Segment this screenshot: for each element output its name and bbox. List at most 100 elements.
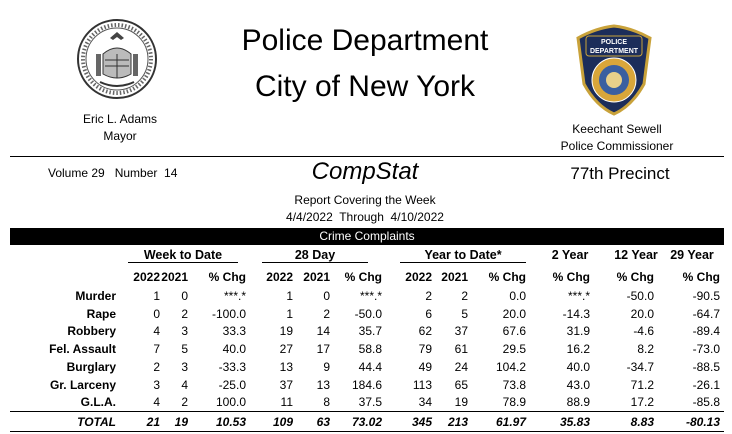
report-covering: Report Covering the Week [294, 193, 436, 207]
mayor-title: Mayor [103, 129, 137, 143]
column-header: % Chg [344, 270, 382, 284]
column-header: 2022 [266, 270, 293, 284]
svg-text:DEPARTMENT: DEPARTMENT [590, 48, 639, 55]
bottom-divider [10, 431, 724, 432]
report-date-range: 4/4/2022 Through 4/10/2022 [286, 210, 444, 224]
table-cell: 8 [323, 395, 330, 410]
table-cell: 33.3 [222, 324, 246, 339]
table-cell: 2 [323, 306, 330, 321]
table-cell: -64.7 [692, 306, 720, 321]
table-cell: 0.0 [509, 289, 526, 303]
table-cell: 37.5 [358, 395, 382, 410]
group-year-to-date: Year to Date* [400, 248, 526, 263]
table-cell: -80.13 [685, 415, 720, 429]
table-cell: 37 [279, 377, 293, 392]
group-12-year: 12 Year [614, 248, 658, 262]
table-cell: 43.0 [566, 377, 590, 392]
table-cell: 104.2 [495, 359, 526, 374]
table-cell: -25.0 [218, 377, 246, 392]
table-cell: 35.83 [559, 415, 590, 429]
table-cell: 24 [454, 359, 468, 374]
table-cell: 11 [280, 395, 293, 410]
header-divider [10, 156, 724, 157]
table-cell: 0 [323, 289, 330, 303]
table-cell: 58.8 [358, 342, 382, 357]
row-label: Murder [75, 289, 116, 303]
table-cell: 213 [447, 415, 468, 429]
column-header: % Chg [616, 270, 654, 284]
table-cell: -14.3 [562, 306, 590, 321]
table-cell: 49 [418, 359, 432, 374]
table-cell: -90.5 [692, 289, 720, 303]
table-cell: -26.1 [692, 377, 720, 392]
precinct-name: 77th Precinct [570, 164, 670, 183]
table-cell: 73.8 [502, 377, 526, 392]
row-label: Fel. Assault [49, 342, 116, 357]
table-cell: 20.0 [630, 306, 654, 321]
table-cell: 61.97 [495, 415, 526, 429]
table-cell: 88.9 [566, 395, 590, 410]
table-cell: 0 [153, 306, 160, 321]
table-row: Burglary 2 3 -33.3 13 9 44.4 49 24 104.2 40.0 -34.7… [10, 358, 724, 376]
table-cell: 2 [181, 306, 188, 321]
table-row: Gr. Larceny 3 4 -25.0 37 13 184.6 113 65 73.8 43.0… [10, 376, 724, 394]
column-header: 2021 [303, 270, 330, 284]
department-title: Police Department [241, 24, 489, 57]
table-cell: 21 [146, 415, 160, 429]
table-cell: 29.5 [502, 342, 526, 357]
table-row: G.L.A. 4 2 100.0 11 8 37.5 34 19 78.9 88.9 17.2 -85.… [10, 393, 724, 411]
row-label: Robbery [67, 324, 116, 339]
table-cell: 78.9 [502, 395, 526, 410]
table-cell: 31.9 [566, 324, 590, 339]
row-label: Gr. Larceny [49, 377, 116, 392]
column-header: 2021 [441, 270, 468, 284]
table-cell: 2 [181, 395, 188, 410]
table-cell: 5 [461, 306, 468, 321]
crime-complaints-banner: Crime Complaints [10, 228, 724, 245]
table-cell: 20.0 [502, 306, 526, 321]
table-cell: 0 [181, 289, 188, 303]
table-cell: 1 [286, 306, 293, 321]
table-cell: 1 [153, 289, 160, 303]
commissioner-name: Keechant Sewell [572, 122, 662, 136]
table-cell: -33.3 [218, 359, 246, 374]
table-row: Murder 1 0 ***.* 1 0 ***.* 2 2 0.0 ***.* -50.0 -90.5 [10, 287, 724, 305]
table-row: Robbery 4 3 33.3 19 14 35.7 62 37 67.6 31.9 -4.6 -89… [10, 322, 724, 340]
row-label: G.L.A. [80, 395, 116, 410]
table-cell: 67.6 [502, 324, 526, 339]
total-row: TOTAL 21 19 10.53 109 63 73.02 345 213 61.97 35.83… [10, 413, 724, 431]
table-cell: 35.7 [358, 324, 382, 339]
table-cell: 37 [454, 324, 468, 339]
column-header: 2022 [133, 270, 160, 284]
table-cell: 2 [425, 289, 432, 303]
table-cell: 4 [181, 377, 188, 392]
volume-number: Volume 29 Number 14 [48, 166, 178, 180]
table-cell: 3 [181, 324, 188, 339]
table-cell: 19 [279, 324, 293, 339]
column-header: % Chg [208, 270, 246, 284]
table-cell: ***.* [567, 289, 590, 303]
table-cell: 13 [316, 377, 330, 392]
row-label: Rape [86, 306, 116, 321]
commissioner-title: Police Commissioner [560, 139, 674, 153]
table-cell: 5 [181, 342, 188, 357]
group-2-year: 2 Year [551, 248, 589, 262]
table-row: Fel. Assault 7 5 40.0 27 17 58.8 79 61 29.5 16.2 8.… [10, 340, 724, 358]
table-cell: 27 [279, 342, 293, 357]
table-cell: 4 [153, 324, 160, 339]
table-cell: -100.0 [211, 306, 246, 321]
table-cell: -4.6 [633, 324, 654, 339]
table-cell: 19 [174, 415, 188, 429]
table-cell: -50.0 [626, 289, 654, 303]
table-cell: 6 [425, 306, 432, 321]
table-row: Rape 0 2 -100.0 1 2 -50.0 6 5 20.0 -14.3 20.0 -64.7 [10, 305, 724, 323]
table-cell: 9 [323, 359, 330, 374]
table-cell: -50.0 [354, 306, 382, 321]
table-cell: -34.7 [626, 359, 654, 374]
table-cell: 79 [418, 342, 432, 357]
table-cell: 17 [316, 342, 330, 357]
table-cell: 100.0 [215, 395, 246, 410]
column-header: 2022 [405, 270, 432, 284]
table-cell: 4 [153, 395, 160, 410]
table-cell: 44.4 [358, 359, 382, 374]
